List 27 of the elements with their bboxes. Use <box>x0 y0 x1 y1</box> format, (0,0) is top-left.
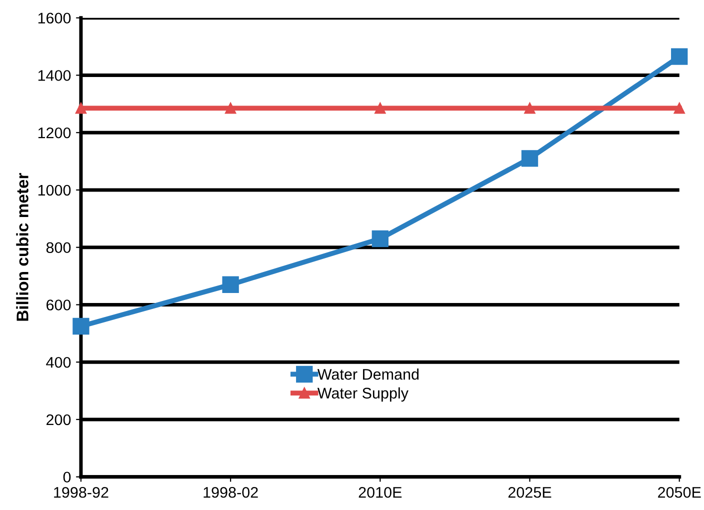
y-tick-label: 1600 <box>38 12 71 24</box>
point <box>225 102 236 114</box>
point <box>671 48 688 65</box>
y-tick-label: 1000 <box>38 184 71 196</box>
y-tick-label: 0 <box>63 472 71 483</box>
point <box>75 102 87 114</box>
point <box>374 102 386 114</box>
point <box>222 276 239 293</box>
point <box>521 150 538 167</box>
point <box>72 318 90 335</box>
y-tick-label: 600 <box>46 300 71 310</box>
x-tick-label: 1998-92 <box>54 486 108 498</box>
legend-label: Water Supply <box>317 387 408 402</box>
y-axis-title: Billion cubic meter <box>16 173 28 321</box>
y-tick-label: 200 <box>46 414 71 426</box>
legend-label: Water Demand <box>317 368 419 380</box>
y-tick-label: 400 <box>46 356 71 368</box>
x-tick-label: 2025E <box>508 486 552 498</box>
x-tick-label: 2050E <box>658 486 701 498</box>
y-tick-label: 800 <box>46 242 71 254</box>
point <box>372 230 388 248</box>
point <box>524 102 536 114</box>
x-tick-label: 1998-02 <box>204 486 258 498</box>
x-tick-label: 2010E <box>358 486 402 498</box>
y-tick-label: 1200 <box>38 127 71 138</box>
point <box>674 102 685 114</box>
y-tick-label: 1400 <box>38 70 71 81</box>
